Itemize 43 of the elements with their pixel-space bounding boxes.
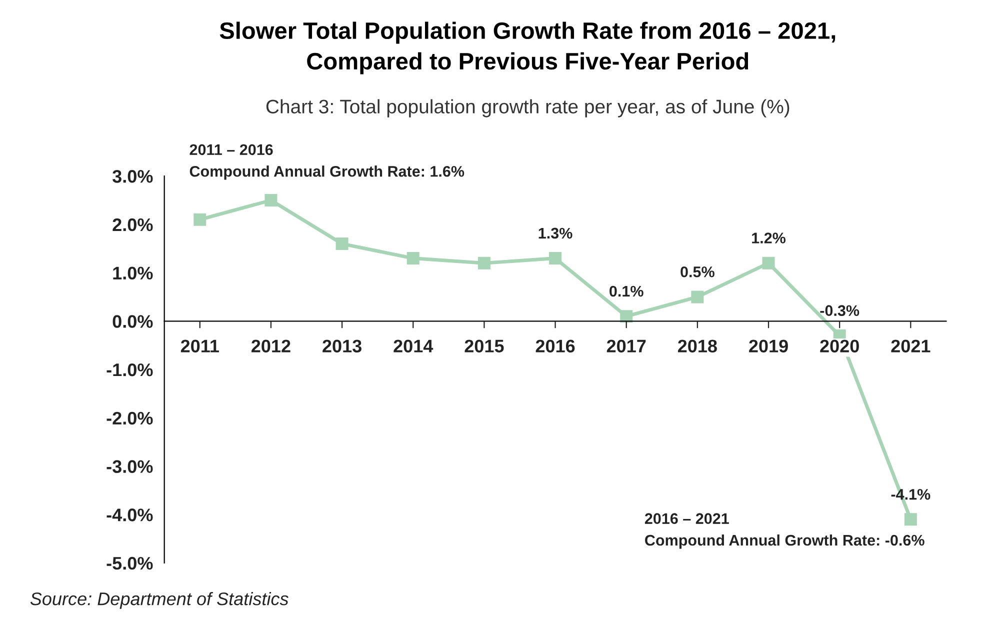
x-tick-label: 2015 (464, 340, 504, 352)
point (264, 194, 278, 207)
data-label: 0.1% (610, 286, 644, 297)
data-label: 1.2% (752, 232, 786, 244)
point (336, 238, 348, 250)
x-tick-label: 2017 (606, 340, 646, 352)
annotation: Compound Annual Growth Rate: 1.6% (190, 166, 464, 180)
point (549, 252, 562, 265)
y-tick-label: 1.0% (113, 266, 153, 280)
y-tick-label: -3.0% (106, 460, 153, 473)
data-label: 0.5% (680, 266, 714, 278)
point (691, 290, 704, 304)
point (194, 213, 206, 226)
x-tick-label: 2021 (891, 340, 930, 352)
y-tick-label: -4.0% (106, 508, 153, 522)
text: 2011 – 2016 (190, 144, 273, 156)
data-label: -4.1% (891, 488, 930, 500)
x-tick-label: 2011 (180, 340, 219, 352)
x-tick-label: 2020 (820, 340, 859, 352)
chart-subtitle: Chart 3: Total population growth rate per year, as of June (%) (266, 99, 790, 118)
x-tick-label: 2016 (536, 340, 575, 352)
chart-title: Slower Total Population Growth Rate from 2016 – 2021, Compared to Previous Five-Year Period (220, 22, 836, 74)
y-tick-label: -2.0% (106, 412, 153, 425)
annotation: Compound Annual Growth Rate: -0.6% (645, 534, 924, 549)
y-tick-label: 0.0% (112, 315, 153, 328)
data-label: 1.3% (538, 228, 572, 239)
y-tick-label: 2.0% (112, 218, 153, 232)
x-tick-label: 2019 (749, 340, 788, 352)
annotation: 2016 – 2021 (644, 513, 729, 524)
x-tick-label: 2013 (322, 340, 362, 353)
y-tick-label: 3.0% (112, 170, 153, 183)
x-tick-label: 2014 (394, 340, 434, 352)
point (620, 310, 633, 323)
data-label: -0.3% (820, 305, 860, 316)
x-tick-label: 2018 (678, 340, 717, 352)
y-tick-label: -1.0% (106, 363, 153, 376)
point (406, 252, 420, 265)
point (762, 256, 775, 270)
point (904, 513, 917, 526)
y-tick-label: -5.0% (106, 556, 153, 570)
x-tick-label: 2012 (252, 340, 290, 352)
source-note: Source: Department of Statistics (30, 592, 288, 609)
point (478, 256, 490, 270)
